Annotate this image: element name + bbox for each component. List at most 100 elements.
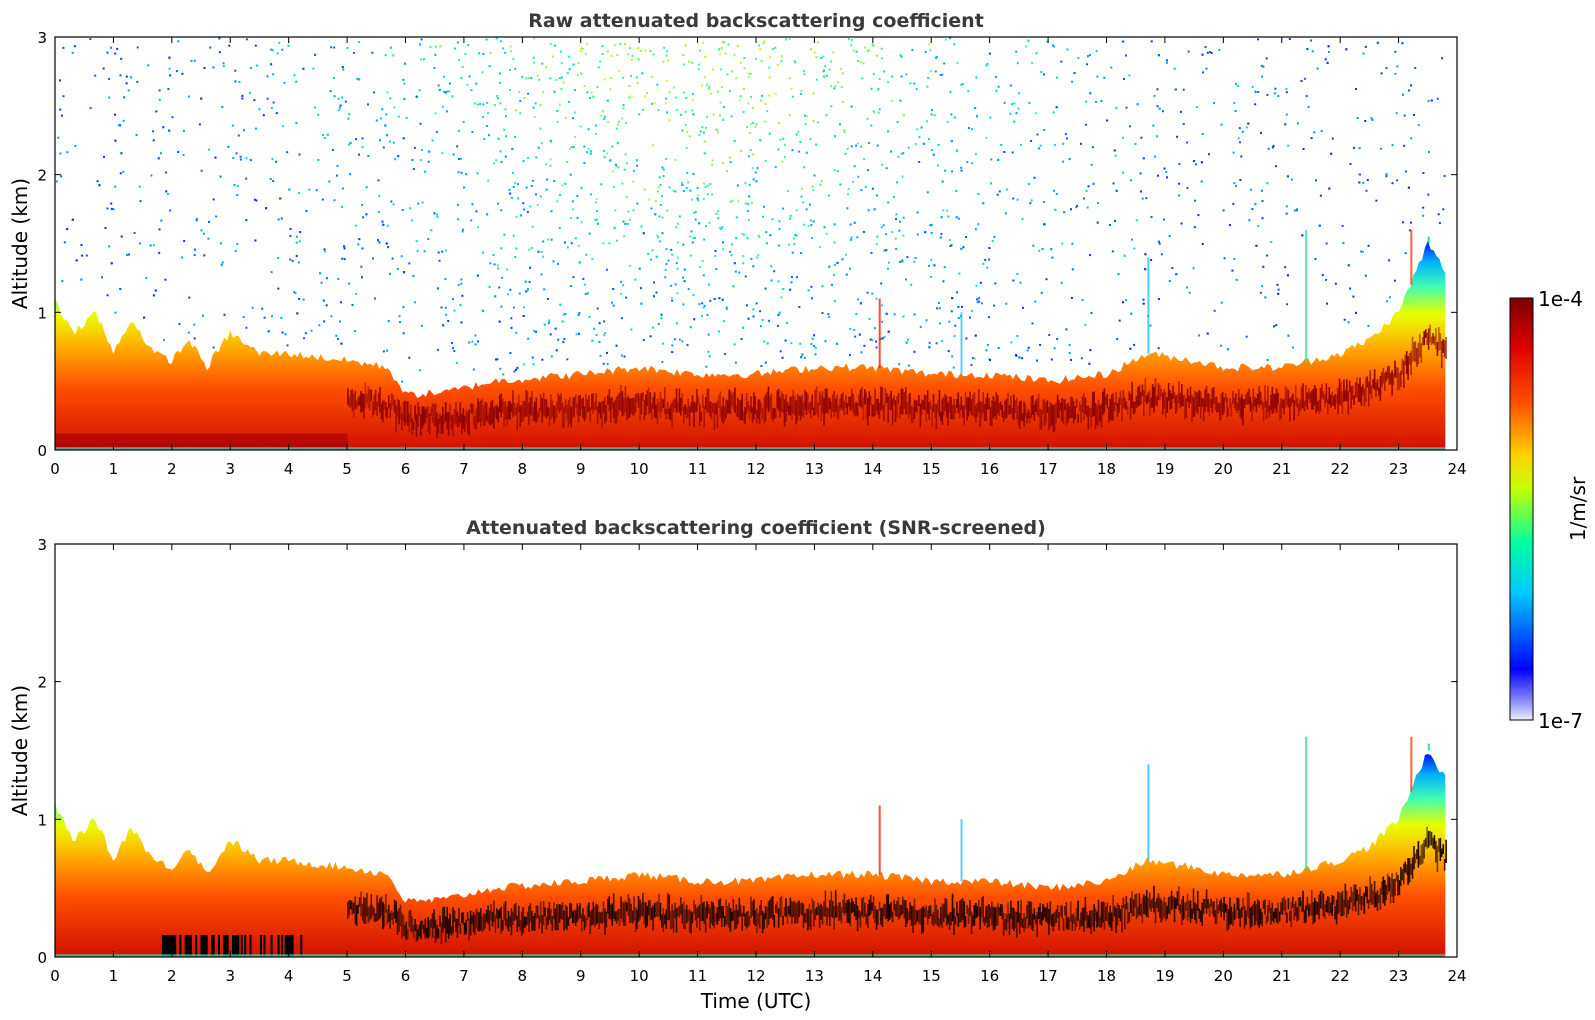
noise-speckle: [335, 174, 338, 177]
noise-speckle: [1030, 199, 1033, 202]
noise-speckle: [597, 222, 600, 225]
aerosol-layer-streak: [567, 917, 570, 926]
noise-speckle: [1000, 144, 1003, 146]
noise-speckle: [57, 136, 60, 139]
noise-speckle: [943, 62, 946, 65]
aerosol-layer-streak: [386, 909, 389, 925]
noise-speckle: [461, 65, 464, 68]
noise-speckle: [740, 338, 743, 340]
noise-speckle: [928, 138, 931, 141]
noise-speckle: [1251, 85, 1254, 88]
aerosol-layer-streak: [975, 405, 977, 423]
aerosol-layer-streak: [763, 397, 765, 425]
noise-speckle: [516, 366, 519, 369]
noise-speckle: [936, 164, 939, 167]
aerosol-layer-streak: [938, 390, 941, 417]
noise-speckle: [235, 152, 238, 155]
noise-speckle: [698, 303, 701, 306]
aerosol-layer-streak: [1116, 403, 1119, 417]
noise-speckle: [743, 57, 746, 59]
noise-speckle: [930, 276, 933, 278]
noise-speckle: [781, 160, 784, 163]
noise-speckle: [171, 116, 174, 119]
noise-speckle: [799, 342, 802, 345]
aerosol-layer-streak: [1065, 404, 1068, 426]
aerosol-layer-streak: [1344, 389, 1347, 401]
noise-speckle: [649, 50, 652, 52]
x-tick-label: 11: [688, 967, 707, 985]
aerosol-layer-streak: [890, 390, 892, 410]
noise-speckle: [742, 255, 745, 258]
aerosol-layer-streak: [1322, 391, 1325, 400]
noise-speckle: [887, 201, 890, 204]
noise-speckle: [606, 363, 609, 365]
aerosol-layer-streak: [1379, 888, 1382, 910]
aerosol-layer-streak: [1011, 408, 1014, 418]
noise-speckle: [567, 101, 570, 103]
aerosol-layer-streak: [1166, 397, 1168, 413]
noise-speckle: [601, 110, 604, 113]
aerosol-layer-streak: [1334, 905, 1336, 920]
noise-speckle: [563, 241, 566, 244]
noise-speckle: [466, 83, 469, 86]
aerosol-layer-streak: [1023, 913, 1025, 933]
noise-speckle: [572, 117, 575, 120]
aerosol-layer-streak: [431, 913, 434, 938]
noise-speckle: [289, 227, 292, 230]
noise-speckle: [465, 173, 468, 176]
noise-speckle: [415, 240, 418, 243]
aerosol-layer-streak: [829, 398, 831, 410]
noise-speckle: [852, 180, 855, 183]
noise-speckle: [773, 270, 776, 273]
aerosol-layer-streak: [591, 393, 593, 410]
noise-speckle: [251, 306, 254, 309]
noise-speckle: [1060, 281, 1063, 284]
aerosol-layer-streak: [1087, 405, 1090, 430]
noise-speckle: [741, 232, 744, 235]
aerosol-layer-streak: [775, 408, 777, 419]
noise-speckle: [576, 216, 579, 219]
aerosol-layer-streak: [869, 396, 872, 405]
noise-speckle: [452, 298, 454, 301]
aerosol-layer-streak: [696, 388, 698, 412]
noise-speckle: [381, 220, 384, 223]
aerosol-layer-streak: [1294, 901, 1297, 917]
noise-speckle: [640, 50, 643, 52]
aerosol-layer-streak: [1150, 899, 1152, 912]
noise-speckle: [573, 146, 576, 149]
aerosol-layer-streak: [193, 433, 196, 448]
aerosol-layer-streak: [544, 398, 546, 417]
aerosol-layer-streak: [63, 433, 66, 448]
noise-speckle: [941, 340, 944, 342]
noise-speckle: [451, 342, 454, 344]
noise-speckle: [991, 240, 994, 243]
noise-speckle: [277, 287, 280, 290]
noise-speckle: [755, 123, 758, 126]
noise-speckle: [658, 240, 661, 243]
noise-speckle: [696, 197, 699, 200]
noise-speckle: [870, 251, 873, 254]
aerosol-layer-streak: [864, 389, 866, 405]
noise-speckle: [784, 339, 787, 342]
noise-speckle: [1204, 46, 1207, 49]
noise-speckle: [61, 114, 63, 117]
aerosol-layer-streak: [1086, 911, 1088, 929]
aerosol-layer-streak: [716, 907, 719, 925]
noise-speckle: [1324, 58, 1327, 61]
noise-speckle: [487, 112, 490, 115]
aerosol-layer-streak: [69, 433, 71, 448]
aerosol-layer-streak: [390, 910, 393, 921]
aerosol-layer-streak: [415, 414, 418, 437]
noise-speckle: [867, 142, 870, 144]
noise-speckle: [682, 54, 685, 56]
noise-speckle: [683, 280, 686, 283]
noise-speckle: [703, 304, 706, 307]
noise-speckle: [1029, 202, 1032, 205]
aerosol-plume: [960, 312, 963, 375]
noise-speckle: [228, 44, 231, 47]
noise-speckle: [1012, 279, 1015, 282]
aerosol-layer-streak: [293, 433, 296, 448]
aerosol-layer-streak: [1227, 407, 1230, 417]
noise-speckle: [682, 189, 685, 192]
aerosol-layer-streak: [1043, 906, 1046, 918]
